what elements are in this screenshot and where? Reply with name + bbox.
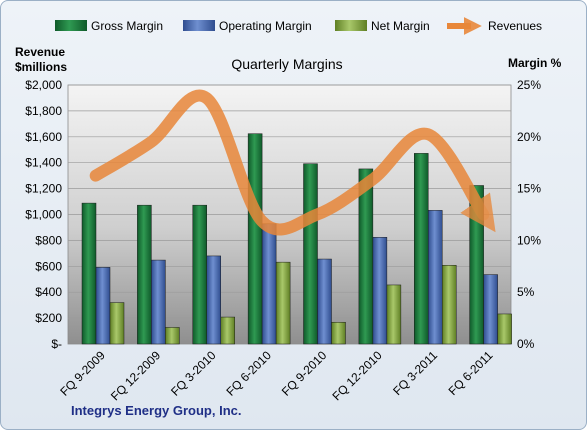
x-tick-label: FQ 9-2009 — [57, 348, 108, 399]
left-tick-label: $1,200 — [25, 182, 62, 196]
bar-net-margin-fq-9-2010 — [331, 321, 346, 345]
legend-swatch-operating-margin — [183, 20, 215, 31]
bar-operating-margin-fq-6-2011 — [483, 274, 498, 345]
x-tick-label: FQ 12-2009 — [108, 348, 163, 403]
bar-net-margin-fq-12-2010 — [386, 284, 402, 345]
left-tick-label: $1,800 — [25, 104, 62, 118]
bar-operating-margin-fq-9-2010 — [317, 258, 332, 345]
right-tick-label: 25% — [517, 78, 541, 92]
bar-gross-margin-fq-3-2011 — [414, 153, 429, 345]
bar-gross-margin-fq-3-2010 — [192, 204, 207, 345]
right-axis-title: Margin % — [508, 56, 562, 70]
bar-net-margin-fq-3-2011 — [442, 265, 457, 345]
x-tick-label: FQ 3-2010 — [168, 348, 219, 399]
chart-title: Quarterly Margins — [231, 56, 342, 72]
bar-net-margin-fq-12-2009 — [165, 327, 180, 345]
bars-layer — [81, 133, 512, 345]
right-tick-label: 5% — [517, 285, 535, 299]
left-tick-label: $2,000 — [25, 78, 62, 92]
right-tick-label: 20% — [517, 130, 541, 144]
x-tick-label: FQ 9-2010 — [279, 348, 330, 399]
bar-gross-margin-fq-9-2010 — [303, 163, 318, 345]
bar-net-margin-fq-9-2009 — [109, 302, 125, 345]
left-axis-title-line2: $millions — [15, 60, 67, 74]
left-tick-label: $1,400 — [25, 156, 62, 170]
left-axis-ticks: $- $200 $400 $600 $800 $1,000 $1,200 $1,400 $1,6… — [25, 78, 62, 351]
right-tick-label: 15% — [517, 182, 541, 196]
x-tick-label: FQ 12-2010 — [329, 348, 384, 403]
bar-net-margin-fq-6-2010 — [275, 261, 291, 345]
bar-gross-margin-fq-12-2009 — [137, 204, 152, 345]
right-tick-label: 0% — [517, 337, 535, 351]
bar-gross-margin-fq-9-2009 — [81, 202, 97, 345]
company-name: Integrys Energy Group, Inc. — [71, 403, 241, 418]
right-tick-label: 10% — [517, 233, 541, 247]
legend-label-revenues: Revenues — [488, 19, 542, 33]
revenue-line — [89, 89, 496, 236]
left-tick-label: $- — [51, 337, 62, 351]
bar-operating-margin-fq-9-2009 — [95, 267, 111, 345]
bar-operating-margin-fq-12-2009 — [151, 259, 166, 345]
bar-operating-margin-fq-6-2010 — [261, 223, 277, 345]
legend-label-operating-margin: Operating Margin — [219, 19, 312, 33]
left-tick-label: $1,600 — [25, 130, 62, 144]
bar-operating-margin-fq-3-2011 — [428, 210, 443, 345]
bar-operating-margin-fq-3-2010 — [206, 255, 221, 345]
right-axis-ticks: 0% 5% 10% 15% 20% 25% — [517, 78, 541, 351]
x-tick-label: FQ 6-2010 — [223, 348, 274, 399]
revenue-line-layer — [89, 89, 496, 236]
bar-gross-margin-fq-6-2010 — [247, 133, 263, 345]
legend-swatch-net-margin — [335, 20, 367, 31]
left-axis-title-line1: Revenue — [15, 45, 65, 59]
legend: Gross Margin Operating Margin Net Margin… — [55, 17, 542, 35]
legend-swatch-gross-margin — [55, 20, 87, 31]
left-tick-label: $1,000 — [25, 208, 62, 222]
bar-net-margin-fq-3-2010 — [220, 316, 235, 345]
left-tick-label: $800 — [35, 233, 62, 247]
left-tick-label: $200 — [35, 311, 62, 325]
bar-net-margin-fq-6-2011 — [497, 313, 512, 345]
legend-label-gross-margin: Gross Margin — [91, 19, 163, 33]
left-tick-label: $600 — [35, 259, 62, 273]
left-tick-label: $400 — [35, 285, 62, 299]
x-tick-label: FQ 3-2011 — [390, 348, 440, 398]
legend-label-net-margin: Net Margin — [371, 19, 430, 33]
bar-operating-margin-fq-12-2010 — [372, 237, 388, 345]
x-tick-label: FQ 6-2011 — [446, 348, 496, 398]
x-axis-ticks: FQ 9-2009 FQ 12-2009 FQ 3-2010 FQ 6-2010 FQ … — [57, 348, 495, 403]
